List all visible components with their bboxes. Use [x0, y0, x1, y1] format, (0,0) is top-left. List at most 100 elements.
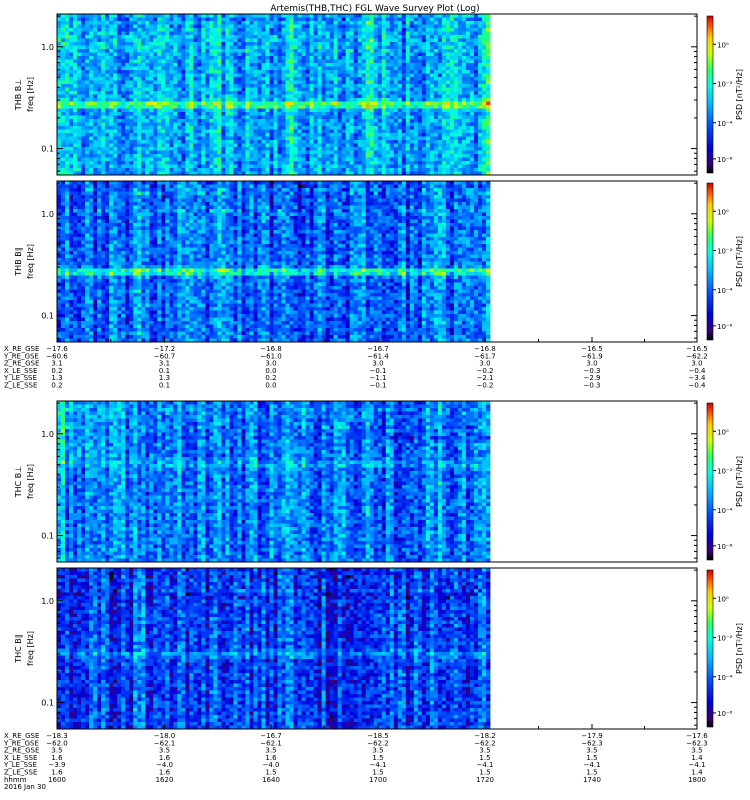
heatmap-cell: [101, 157, 106, 162]
heatmap-cell: [277, 42, 282, 46]
heatmap-cell: [461, 70, 467, 74]
heatmap-cell: [301, 59, 306, 64]
heatmap-cell: [209, 21, 214, 25]
heatmap-cell: [325, 84, 331, 88]
heatmap-cell: [177, 112, 182, 116]
heatmap-cell: [433, 112, 439, 116]
heatmap-cell: [113, 94, 118, 99]
heatmap-cell: [469, 126, 475, 130]
heatmap-cell: [405, 52, 411, 57]
heatmap-cell: [89, 105, 94, 109]
heatmap-cell: [357, 70, 363, 74]
heatmap-cell: [73, 24, 78, 29]
heatmap-cell: [437, 73, 443, 78]
heatmap-cell: [97, 84, 102, 88]
heatmap-cell: [101, 84, 106, 88]
heatmap-cell: [373, 126, 379, 130]
heatmap-cell: [381, 122, 387, 127]
heatmap-cell: [281, 45, 286, 50]
heatmap-cell: [413, 38, 419, 43]
heatmap-cell: [249, 87, 254, 92]
heatmap-cell: [293, 119, 298, 123]
heatmap-cell: [373, 28, 379, 32]
heatmap-cell: [125, 140, 130, 144]
heatmap-cell: [273, 17, 278, 22]
heatmap-cell: [97, 17, 102, 22]
heatmap-cell: [393, 77, 399, 81]
heatmap-cell: [297, 157, 302, 162]
heatmap-cell: [461, 84, 467, 88]
heatmap-cell: [281, 94, 286, 99]
heatmap-cell: [221, 70, 226, 74]
heatmap-cell: [245, 164, 250, 169]
heatmap-cell: [241, 168, 246, 172]
heatmap-cell: [141, 147, 146, 151]
heatmap-cell: [233, 108, 238, 113]
heatmap-cell: [333, 154, 339, 158]
heatmap-cell: [85, 77, 90, 81]
heatmap-cell: [441, 112, 447, 116]
heatmap-cell: [77, 24, 82, 29]
heatmap-cell: [193, 94, 198, 99]
plot-title: Artemis(THB,THC) FGL Wave Survey Plot (L…: [270, 4, 479, 14]
heatmap-cell: [189, 112, 194, 116]
heatmap-cell: [145, 161, 150, 165]
heatmap-cell: [213, 101, 218, 106]
heatmap-cell: [129, 140, 134, 144]
heatmap-cell: [289, 84, 294, 88]
heatmap-cell: [293, 45, 298, 50]
heatmap-cell: [365, 94, 371, 99]
heatmap-cell: [141, 24, 146, 29]
heatmap-cell: [209, 136, 214, 141]
heatmap-cell: [105, 45, 110, 50]
heatmap-cell: [305, 38, 310, 43]
heatmap-cell: [333, 129, 339, 134]
heatmap-cell: [157, 80, 162, 85]
heatmap-cell: [433, 94, 439, 99]
heatmap-cell: [401, 164, 407, 169]
heatmap-cell: [277, 14, 282, 18]
heatmap-cell: [105, 122, 110, 127]
heatmap-cell: [281, 136, 286, 141]
heatmap-cell: [225, 87, 230, 92]
heatmap-cell: [313, 49, 318, 53]
heatmap-cell: [125, 66, 130, 71]
heatmap-cell: [157, 140, 162, 144]
heatmap-cell: [253, 45, 258, 50]
heatmap-cell: [437, 115, 443, 120]
heatmap-cell: [337, 24, 343, 29]
heatmap-cell: [397, 122, 403, 127]
heatmap-cell: [393, 35, 399, 39]
heatmap-cell: [353, 129, 359, 134]
heatmap-cell: [309, 126, 314, 130]
heatmap-cell: [393, 168, 399, 172]
heatmap-cell: [81, 115, 86, 120]
heatmap-cell: [461, 59, 467, 64]
heatmap-cell: [201, 157, 206, 162]
heatmap-cell: [117, 154, 122, 158]
heatmap-cell: [425, 161, 431, 165]
heatmap-cell: [193, 70, 198, 74]
heatmap-cell: [241, 98, 246, 102]
heatmap-cell: [389, 21, 395, 25]
heatmap-cell: [81, 164, 86, 169]
heatmap-cell: [85, 52, 90, 57]
heatmap-cell: [121, 84, 126, 88]
heatmap-cell: [389, 38, 395, 43]
heatmap-cell: [217, 171, 222, 176]
heatmap-cell: [269, 112, 274, 116]
heatmap-cell: [125, 38, 130, 43]
heatmap-cell: [381, 115, 387, 120]
heatmap-cell: [449, 140, 455, 144]
heatmap-cell: [365, 140, 371, 144]
heatmap-cell: [305, 80, 310, 85]
heatmap-cell: [433, 115, 439, 120]
heatmap-cell: [185, 119, 190, 123]
heatmap-cell: [65, 112, 70, 116]
heatmap-cell: [317, 84, 323, 88]
heatmap-cell: [97, 147, 102, 151]
heatmap-cell: [57, 24, 62, 29]
heatmap-cell: [97, 77, 102, 81]
heatmap-cell: [261, 115, 266, 120]
heatmap-cell: [401, 94, 407, 99]
